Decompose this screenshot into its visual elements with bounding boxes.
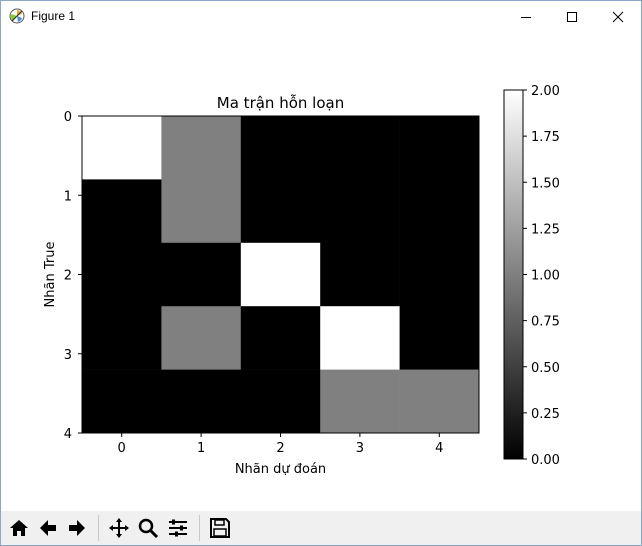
heatmap-cell <box>161 306 242 370</box>
heatmap-cell <box>399 242 480 307</box>
heatmap-cell <box>161 116 242 180</box>
figure-canvas[interactable]: Ma trận hỗn loạn 0 1 2 3 4 0 1 2 3 4 Nhãn dự đoán Nh… <box>1 32 641 510</box>
heatmap-cell <box>399 116 480 180</box>
minimize-button[interactable] <box>503 1 549 32</box>
heatmap-cell <box>240 242 321 307</box>
heatmap-cell <box>82 369 162 434</box>
chart-title: Ma trận hỗn loạn <box>217 94 344 112</box>
heatmap-cell <box>399 369 480 434</box>
colorbar-tick-label: 0.00 <box>531 453 560 468</box>
heatmap-cell <box>320 116 400 180</box>
heatmap-cell <box>161 369 242 434</box>
heatmap-cell <box>161 242 242 307</box>
x-axis-label: Nhãn dự đoán <box>235 462 326 477</box>
colorbar-tick-label: 1.25 <box>531 222 560 237</box>
y-axis-label: Nhãn True <box>43 242 58 308</box>
colorbar-tick-label: 0.75 <box>531 315 560 330</box>
heatmap-cell <box>399 306 480 370</box>
colorbar-tick-label: 0.25 <box>531 407 560 422</box>
x-tick-label: 4 <box>435 441 443 456</box>
window-title: Figure 1 <box>31 9 76 23</box>
subplots-config-icon <box>169 519 187 537</box>
heatmap-cell <box>82 242 162 307</box>
heatmap-cell <box>399 179 480 244</box>
colorbar-tick-label: 1.00 <box>531 269 560 284</box>
heatmap-cell <box>240 116 321 180</box>
home-button[interactable] <box>5 515 33 541</box>
configure-subplots-button[interactable] <box>164 515 192 541</box>
matplotlib-logo-icon <box>9 8 25 24</box>
maximize-icon <box>567 11 577 22</box>
navigation-toolbar <box>1 511 641 545</box>
heatmap-cell <box>82 306 162 370</box>
toolbar-separator <box>98 515 99 541</box>
x-tick-label: 3 <box>356 441 364 456</box>
colorbar-tick-label: 1.50 <box>531 176 560 191</box>
x-tick-label: 2 <box>276 441 284 456</box>
heatmap-cell <box>320 306 400 370</box>
zoom-button[interactable] <box>134 515 162 541</box>
forward-arrow-icon <box>69 520 85 536</box>
y-tick-label: 4 <box>64 427 72 442</box>
save-button[interactable] <box>206 515 234 541</box>
forward-button[interactable] <box>63 515 91 541</box>
back-arrow-icon <box>40 520 56 536</box>
minimize-icon <box>521 16 531 18</box>
toolbar-separator <box>199 515 200 541</box>
close-icon <box>612 11 624 22</box>
title-bar[interactable]: Figure 1 <box>1 1 641 32</box>
y-tick-label: 3 <box>64 348 72 363</box>
heatmap-cell <box>320 242 400 307</box>
heatmap-cell <box>240 369 321 434</box>
heatmap-cell <box>240 306 321 370</box>
heatmap-cell <box>240 179 321 244</box>
colorbar-tick-label: 1.75 <box>531 130 560 145</box>
confusion-matrix-chart: Ma trận hỗn loạn 0 1 2 3 4 0 1 2 3 4 Nhãn dự đoán Nh… <box>43 84 560 477</box>
close-button[interactable] <box>595 1 641 32</box>
y-tick-label: 0 <box>64 110 72 125</box>
heatmap-cell <box>161 179 242 244</box>
heatmap-cell <box>82 179 162 244</box>
save-icon <box>210 518 230 538</box>
back-button[interactable] <box>34 515 62 541</box>
heatmap-cell <box>320 179 400 244</box>
y-tick-label: 2 <box>64 269 72 284</box>
heatmap-cell <box>320 369 400 434</box>
x-tick-label: 1 <box>197 441 205 456</box>
home-icon <box>10 520 28 536</box>
y-tick-label: 1 <box>64 189 72 204</box>
pan-icon <box>109 518 129 538</box>
pan-button[interactable] <box>105 515 133 541</box>
colorbar <box>503 89 524 460</box>
heatmap-cell <box>82 116 162 180</box>
colorbar-tick-label: 2.00 <box>531 84 560 99</box>
zoom-icon <box>138 518 159 539</box>
colorbar-tick-label: 0.50 <box>531 361 560 376</box>
x-tick-label: 0 <box>118 441 126 456</box>
maximize-button[interactable] <box>549 1 595 32</box>
